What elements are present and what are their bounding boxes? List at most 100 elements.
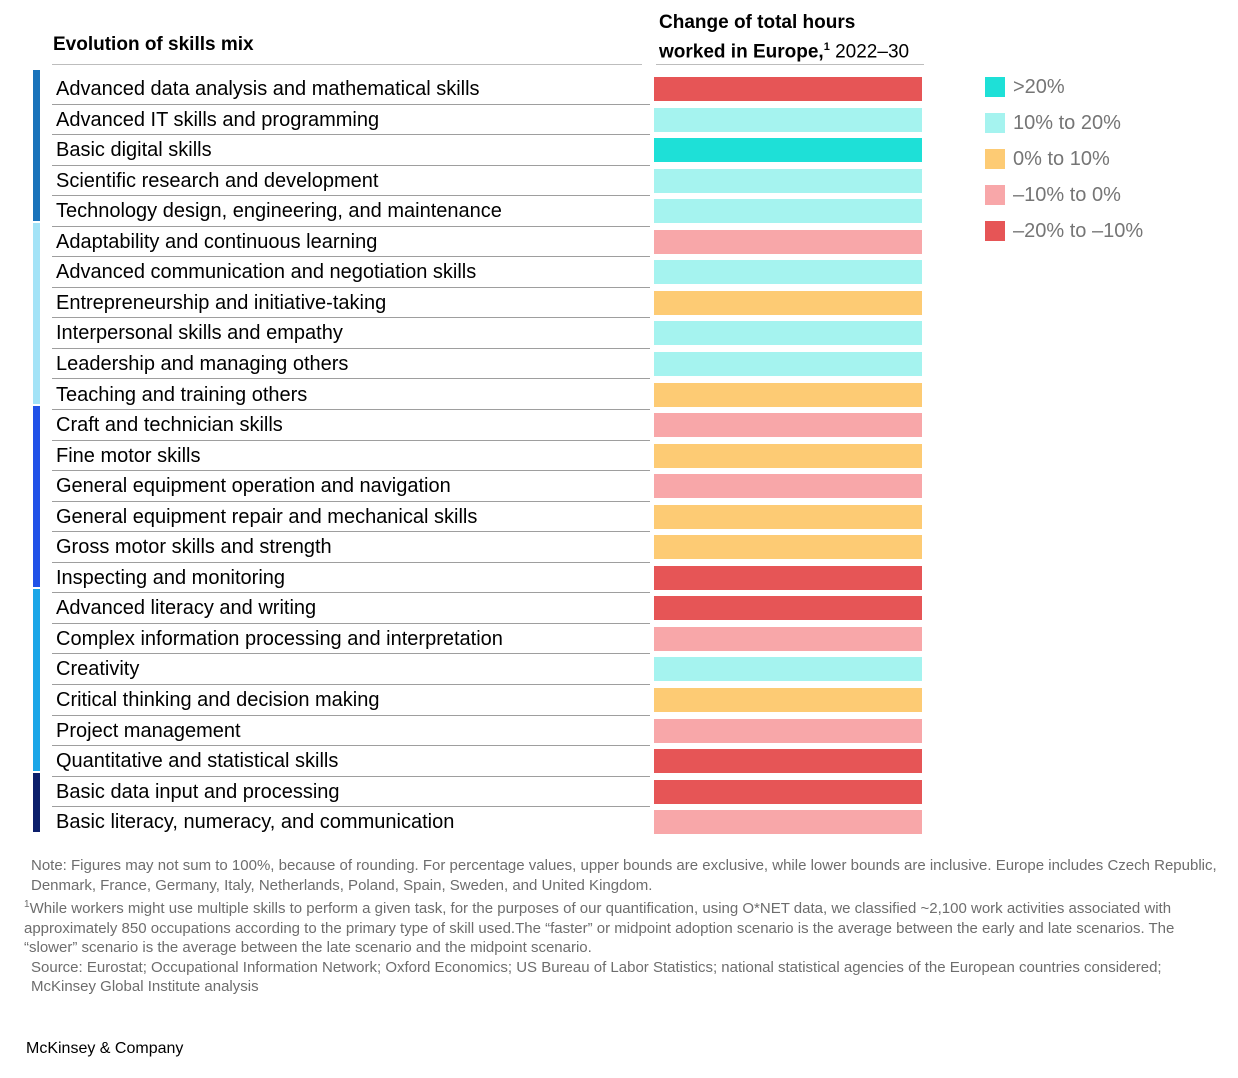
legend-swatch: [985, 221, 1005, 241]
skill-label: Inspecting and monitoring: [56, 566, 286, 589]
skill-group-bar: [33, 772, 40, 832]
row-divider: [52, 286, 650, 288]
change-bar: [654, 810, 922, 835]
row-divider: [52, 225, 650, 227]
row-header-title: Evolution of skills mix: [53, 34, 254, 55]
skill-label: Quantitative and statistical skills: [56, 750, 339, 773]
footnote-mark: 1: [24, 899, 30, 910]
skill-label: Adaptability and continuous learning: [56, 230, 378, 253]
row-divider: [52, 500, 650, 502]
note-text: Note: Figures may not sum to 100%, becau…: [31, 857, 1217, 894]
skill-label: Leadership and managing others: [56, 352, 349, 375]
table-row: Teaching and training others: [0, 380, 940, 411]
footnote: 1While workers might use multiple skills…: [24, 895, 1219, 958]
change-bar: [654, 413, 922, 438]
table-row: Entrepreneurship and initiative-taking: [0, 288, 940, 319]
skill-group-bar: [33, 406, 40, 588]
row-divider: [52, 775, 650, 777]
row-divider: [52, 256, 650, 258]
table-row: Advanced data analysis and mathematical …: [0, 74, 940, 105]
skill-label: Project management: [56, 719, 241, 742]
table-row: General equipment operation and navigati…: [0, 471, 940, 502]
table-row: Adaptability and continuous learning: [0, 227, 940, 258]
table-row: Project management: [0, 716, 940, 747]
row-divider: [52, 317, 650, 319]
row-divider: [52, 378, 650, 380]
footnote-text: While workers might use multiple skills …: [24, 900, 1175, 956]
row-divider: [52, 531, 650, 533]
legend-label: 0% to 10%: [1013, 148, 1110, 170]
skill-label: General equipment repair and mechanical …: [56, 505, 478, 528]
row-divider: [52, 439, 650, 441]
row-divider: [52, 347, 650, 349]
header-divider-left: [52, 64, 642, 65]
table-row: Critical thinking and decision making: [0, 685, 940, 716]
skill-group-bar: [33, 222, 40, 405]
row-divider: [52, 561, 650, 563]
table-row: Advanced communication and negotiation s…: [0, 257, 940, 288]
change-bar: [654, 443, 922, 468]
change-bar: [654, 351, 922, 376]
change-bar: [654, 535, 922, 560]
table-row: General equipment repair and mechanical …: [0, 502, 940, 533]
table-row: Fine motor skills: [0, 441, 940, 472]
table-row: Gross motor skills and strength: [0, 532, 940, 563]
skill-label: Advanced communication and negotiation s…: [56, 261, 477, 284]
row-divider: [52, 622, 650, 624]
legend-label: –10% to 0%: [1013, 184, 1121, 206]
skill-label: Advanced literacy and writing: [56, 597, 317, 620]
skill-label: Entrepreneurship and initiative-taking: [56, 291, 387, 314]
change-bar: [654, 77, 922, 101]
table-row: Craft and technician skills: [0, 410, 940, 441]
brand-logo-text: McKinsey & Company: [26, 1040, 184, 1057]
change-bar: [654, 168, 922, 193]
change-bar: [654, 260, 922, 285]
legend-label: >20%: [1013, 76, 1065, 98]
skill-label: Basic digital skills: [56, 139, 212, 162]
table-row: Basic data input and processing: [0, 777, 940, 808]
row-divider: [52, 103, 650, 105]
change-bar: [654, 229, 922, 254]
change-bar: [654, 626, 922, 651]
table-row: Creativity: [0, 654, 940, 685]
skill-label: Basic literacy, numeracy, and communicat…: [56, 811, 455, 834]
table-row: Scientific research and development: [0, 166, 940, 197]
row-divider: [52, 409, 650, 411]
change-bar: [654, 565, 922, 590]
source-text: Source: Eurostat; Occupational Informati…: [31, 958, 1162, 996]
skill-label: Basic data input and processing: [56, 780, 340, 803]
skill-label: Technology design, engineering, and main…: [56, 200, 502, 223]
change-bar: [654, 596, 922, 621]
row-divider: [52, 714, 650, 716]
header-divider-right: [656, 64, 924, 65]
change-bar: [654, 138, 922, 163]
skill-label: Fine motor skills: [56, 444, 201, 467]
change-bar: [654, 107, 922, 132]
row-divider: [52, 164, 650, 166]
skill-group-bar: [33, 70, 40, 221]
change-bar: [654, 321, 922, 346]
row-divider: [52, 134, 650, 136]
change-bar: [654, 290, 922, 315]
skill-label: Advanced IT skills and programming: [56, 108, 380, 131]
skill-label: Complex information processing and inter…: [56, 627, 503, 650]
table-row: Interpersonal skills and empathy: [0, 318, 940, 349]
row-divider: [52, 683, 650, 685]
skills-table: Advanced data analysis and mathematical …: [0, 74, 940, 835]
skill-label: Advanced data analysis and mathematical …: [56, 78, 480, 100]
skill-group-bar: [33, 589, 40, 771]
skill-label: General equipment operation and navigati…: [56, 475, 451, 498]
table-row: Inspecting and monitoring: [0, 563, 940, 594]
row-divider: [52, 745, 650, 747]
chart-title-line-1: Change of total hours: [659, 12, 856, 33]
skill-label: Scientific research and development: [56, 169, 379, 192]
change-bar: [654, 657, 922, 682]
row-divider: [52, 806, 650, 808]
chart-title-years: 2022–30: [829, 41, 910, 63]
table-row: Leadership and managing others: [0, 349, 940, 380]
row-divider: [52, 195, 650, 197]
table-row: Advanced IT skills and programming: [0, 105, 940, 136]
table-row: Complex information processing and inter…: [0, 624, 940, 655]
table-row: Quantitative and statistical skills: [0, 746, 940, 777]
chart-title-line-2: worked in Europe,: [659, 41, 824, 63]
